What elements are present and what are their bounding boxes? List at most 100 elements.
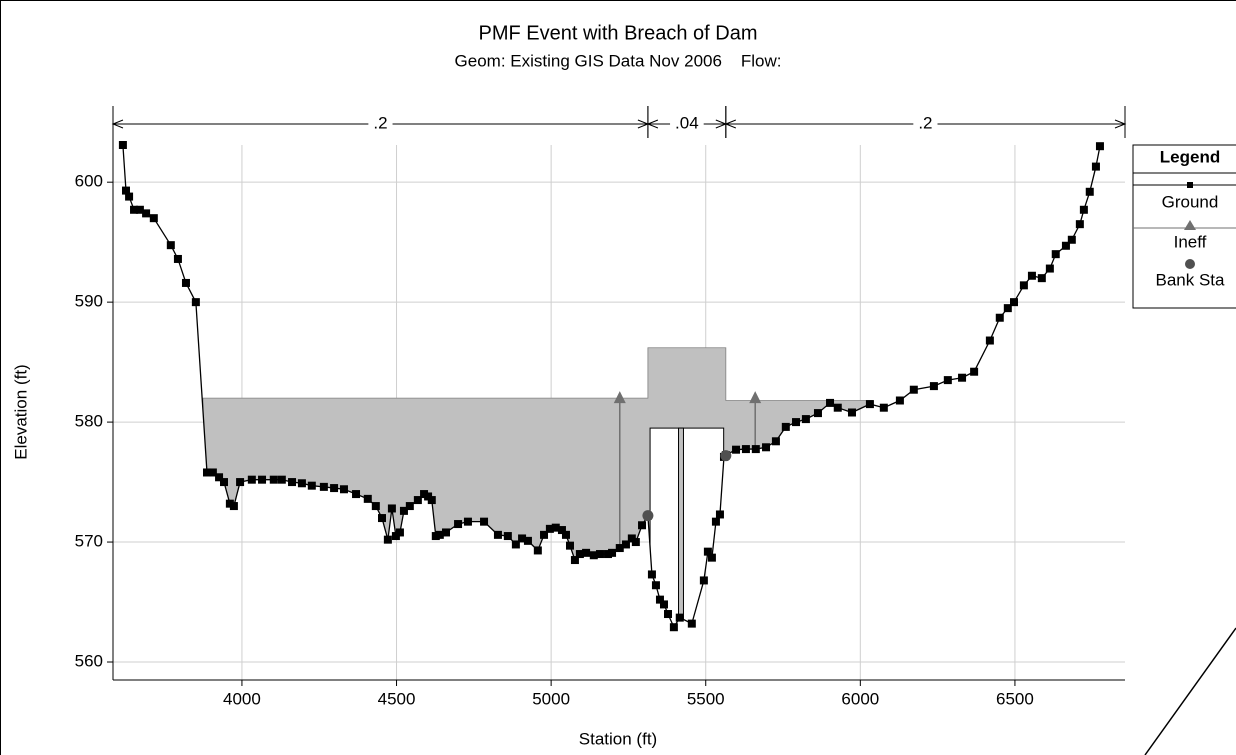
ground-marker <box>699 576 708 585</box>
ground-marker <box>1075 220 1084 229</box>
ground-marker <box>371 502 380 511</box>
x-axis-label: Station (ft) <box>579 729 657 748</box>
ground-marker <box>879 403 888 412</box>
ground-marker <box>575 550 584 559</box>
ground-marker <box>523 536 532 545</box>
y-axis-label: Elevation (ft) <box>11 364 30 459</box>
ground-marker <box>463 517 472 526</box>
ground-marker <box>715 510 724 519</box>
y-tick-label: 580 <box>75 412 103 431</box>
ground-marker <box>125 192 134 201</box>
ground-marker <box>669 623 678 632</box>
ground-marker <box>363 494 372 503</box>
fill-group <box>202 347 874 628</box>
ground-marker <box>675 613 684 622</box>
ineff-marker <box>749 391 762 404</box>
ground-marker <box>909 385 918 394</box>
ground-marker <box>1009 298 1018 307</box>
ground-marker <box>166 241 175 250</box>
ground-marker <box>995 313 1004 322</box>
bridge-pier <box>678 427 684 628</box>
ground-marker <box>1019 281 1028 290</box>
ground-marker <box>247 475 256 484</box>
ground-marker <box>826 398 835 407</box>
legend-box <box>1132 144 1236 309</box>
ground-marker <box>319 482 328 491</box>
ground-marker <box>181 278 190 287</box>
ground-marker <box>762 443 771 452</box>
ground-marker <box>1091 162 1100 171</box>
ground-marker <box>833 403 842 412</box>
ground-marker <box>540 530 549 539</box>
ground-marker <box>391 532 400 541</box>
ground-marker <box>751 445 760 454</box>
ground-marker <box>865 400 874 409</box>
ground-marker <box>288 478 297 487</box>
window-edge <box>1144 627 1236 755</box>
ground-marker <box>707 553 716 562</box>
ground-marker <box>352 490 361 499</box>
ground-marker <box>1095 142 1104 151</box>
ground-marker <box>420 490 429 499</box>
ground-marker <box>847 408 856 417</box>
ground-marker <box>561 530 570 539</box>
ground-marker <box>215 473 224 482</box>
ground-marker <box>647 570 656 579</box>
ground-marker <box>627 534 636 543</box>
x-tick-label: 4000 <box>223 689 261 708</box>
ground-marker <box>687 619 696 628</box>
ground-marker <box>958 373 967 382</box>
ground-marker <box>638 521 647 530</box>
y-tick-label: 570 <box>75 532 103 551</box>
ground-marker <box>545 524 554 533</box>
bank-marker <box>642 510 654 522</box>
chart-title: PMF Event with Breach of Dam <box>479 22 758 44</box>
ground-marker <box>595 550 604 559</box>
y-tick-label: 600 <box>75 172 103 191</box>
ground-marker <box>277 475 286 484</box>
ground-marker <box>970 367 979 376</box>
ineff-marker <box>613 391 626 404</box>
ground-marker <box>813 409 822 418</box>
ground-marker <box>895 396 904 405</box>
legend-marker <box>1187 182 1193 188</box>
ineffective-fill <box>202 347 874 628</box>
ground-marker <box>1037 274 1046 283</box>
ground-marker <box>565 541 574 550</box>
bank-marker <box>720 450 732 462</box>
ground-marker <box>387 504 396 513</box>
n-value-label: .2 <box>373 113 387 132</box>
ground-marker <box>480 517 489 526</box>
ground-marker <box>202 468 211 477</box>
ground-marker <box>732 445 741 454</box>
ground-marker <box>551 523 560 532</box>
ground-marker <box>427 496 436 505</box>
ground-marker <box>1003 304 1012 313</box>
ground-marker <box>929 382 938 391</box>
ground-marker <box>378 514 387 523</box>
x-tick-label: 6000 <box>841 689 879 708</box>
ground-marker <box>703 547 712 556</box>
ground-marker <box>307 481 316 490</box>
ground-marker <box>191 298 200 307</box>
y-tick-label: 590 <box>75 292 103 311</box>
x-tick-label: 6500 <box>996 689 1034 708</box>
ground-marker <box>655 595 664 604</box>
ground-marker <box>431 532 440 541</box>
ground-marker <box>943 376 952 385</box>
ground-marker <box>339 485 348 494</box>
n-value-label: .04 <box>675 113 699 132</box>
legend-marker <box>1185 259 1195 269</box>
ground-marker <box>711 517 720 526</box>
ground-marker <box>570 556 579 565</box>
ground-marker <box>659 600 668 609</box>
ground-marker <box>330 484 339 493</box>
ground-marker <box>792 418 801 427</box>
ground-marker <box>135 205 144 214</box>
chart-subtitle: Geom: Existing GIS Data Nov 2006 Flow: <box>455 51 782 70</box>
ground-marker <box>1085 187 1094 196</box>
y-tick-label: 560 <box>75 651 103 670</box>
ground-marker <box>511 540 520 549</box>
legend-label: Bank Sta <box>1156 270 1226 289</box>
